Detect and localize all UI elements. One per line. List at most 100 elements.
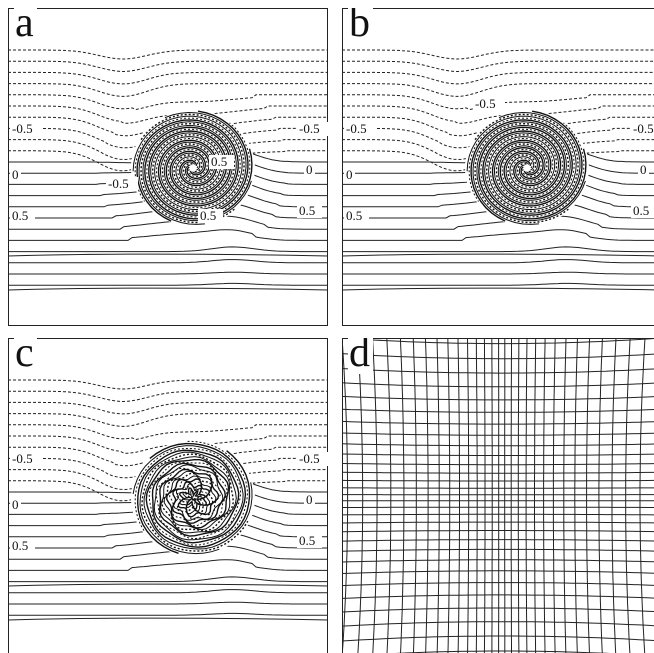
contour-label: 0.5: [12, 208, 28, 223]
mesh-line-vertical: [517, 338, 520, 653]
mesh-line-horizontal: [342, 521, 654, 524]
mesh-line-horizontal: [342, 395, 654, 401]
contour-line: [8, 612, 328, 616]
mesh-line-horizontal: [342, 530, 654, 533]
contour-line: [342, 246, 654, 253]
mesh-line-vertical: [447, 338, 451, 653]
mesh-line-horizontal: [342, 443, 654, 447]
contour-label: -0.5: [346, 121, 367, 136]
vortex-spiral-arm: [470, 119, 573, 222]
contour-line: [342, 253, 654, 257]
vortex-spiral-arm: [144, 126, 253, 220]
vortex-spiral-arm: [476, 124, 586, 222]
vortex-spiral-arm: [474, 122, 570, 224]
contour-plot-c: -0.5 0 0.5 -0.5 0 0.5: [8, 338, 328, 653]
contour-label: 0: [306, 492, 313, 507]
contour-line: [342, 127, 654, 149]
contour-label-bg: [297, 204, 322, 218]
contour-line: [8, 60, 328, 73]
contour-line: [342, 60, 654, 73]
contour-label-bg: [198, 209, 223, 223]
mesh-line-horizontal: [342, 382, 654, 388]
contour-line: [342, 287, 654, 291]
vortex-spiral-arm: [142, 124, 252, 222]
contour-label: 0.5: [299, 203, 315, 218]
contour-line: [8, 253, 328, 257]
vortex-core: [131, 110, 255, 226]
mesh-line-horizontal: [395, 650, 611, 653]
contour-line: [8, 413, 328, 427]
panel-letter-a: a: [14, 8, 37, 44]
contour-line: [342, 229, 654, 241]
contour-line: [8, 105, 328, 124]
contour-plot-b: -0.5 0 0.5 -0.5 0 0.5 -0.5: [342, 8, 654, 326]
mesh-line-vertical: [574, 338, 578, 653]
contour-line: [8, 601, 328, 605]
mesh-line-vertical: [357, 338, 364, 653]
contour-line: [342, 282, 654, 286]
mesh-line-horizontal: [342, 471, 654, 474]
panel-letter-b: b: [348, 8, 373, 44]
mesh-line-horizontal: [342, 408, 654, 413]
mesh-line-horizontal: [342, 368, 654, 374]
mesh-line-vertical: [534, 338, 537, 653]
contour-label-bg: [344, 122, 376, 136]
contour-line: [8, 259, 328, 264]
mesh-line-horizontal: [342, 353, 654, 360]
mesh-line-horizontal: [342, 607, 654, 613]
contour-label-bg: [10, 452, 42, 466]
mesh-line-horizontal: [342, 594, 654, 599]
vortex-spiral-arm: [484, 111, 581, 214]
mesh-line-vertical: [543, 338, 546, 653]
contour-plot-a: -0.5 0 0.5 -0.5 0 0.5 0.5 -0.5 0.5: [8, 8, 328, 326]
mesh-line-horizontal: [342, 539, 654, 542]
mesh-line-horizontal: [342, 548, 654, 552]
mesh-line-horizontal: [342, 559, 654, 563]
vortex-spiral-arm: [140, 122, 236, 224]
contour-line: [8, 282, 328, 286]
contour-line: [8, 457, 328, 479]
vortex-spiral-arm: [148, 440, 248, 546]
contour-line: [342, 215, 654, 230]
vortex-core: [465, 110, 589, 226]
mesh-line-vertical: [586, 338, 591, 653]
mesh-line-vertical: [342, 338, 349, 653]
contour-line: [8, 127, 328, 149]
mesh-line-horizontal: [342, 570, 654, 574]
contour-label: 0.5: [633, 203, 649, 218]
contour-line: [8, 215, 328, 230]
contour-label: -0.5: [12, 451, 33, 466]
contour-label: -0.5: [299, 121, 320, 136]
contour-label-bg: [297, 534, 322, 548]
contour-label-bg: [631, 122, 654, 136]
contour-label-bg: [473, 97, 505, 111]
contour-label-bg: [344, 168, 355, 182]
contour-line: [8, 435, 328, 454]
mesh-line-vertical: [399, 338, 405, 653]
contour-line: [342, 83, 654, 97]
mesh-line-vertical: [475, 338, 478, 653]
mesh-line-horizontal: [342, 513, 654, 516]
contour-line: [342, 71, 654, 85]
mesh-line-vertical: [386, 338, 392, 653]
contour-line: [8, 49, 328, 60]
contour-line: [8, 287, 328, 291]
contour-line: [8, 379, 328, 390]
contour-label-bg: [10, 122, 42, 136]
mesh-line-horizontal: [342, 432, 654, 436]
contour-line: [8, 424, 328, 441]
mesh-grid-d: [342, 338, 654, 653]
contour-label-bg: [10, 539, 35, 553]
contour-label: 0: [346, 167, 353, 182]
mesh-line-vertical: [625, 338, 631, 653]
contour-line: [342, 105, 654, 124]
vortex-spiral-arm: [141, 453, 249, 552]
contour-line: [8, 446, 328, 467]
contour-line: [8, 139, 328, 161]
mesh-line-vertical: [598, 338, 603, 653]
contour-label: -0.5: [299, 451, 320, 466]
mesh-line-vertical: [611, 338, 617, 653]
mesh-line-horizontal: [342, 463, 654, 466]
vortex-spiral-arm: [466, 115, 577, 210]
contour-line: [342, 116, 654, 137]
